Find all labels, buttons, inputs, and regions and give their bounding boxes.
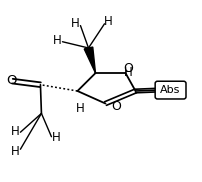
Polygon shape bbox=[84, 47, 95, 73]
Text: Abs: Abs bbox=[160, 85, 180, 95]
Text: O: O bbox=[6, 74, 17, 87]
Text: H: H bbox=[52, 131, 61, 144]
Text: H: H bbox=[53, 34, 62, 47]
Text: H: H bbox=[71, 17, 79, 30]
Text: H: H bbox=[11, 145, 20, 158]
Text: O: O bbox=[123, 62, 133, 75]
Text: H: H bbox=[11, 125, 20, 138]
Text: O: O bbox=[111, 100, 121, 113]
Text: H: H bbox=[76, 102, 84, 114]
Text: H: H bbox=[124, 66, 132, 79]
Text: H: H bbox=[104, 15, 112, 29]
FancyBboxPatch shape bbox=[154, 81, 185, 99]
